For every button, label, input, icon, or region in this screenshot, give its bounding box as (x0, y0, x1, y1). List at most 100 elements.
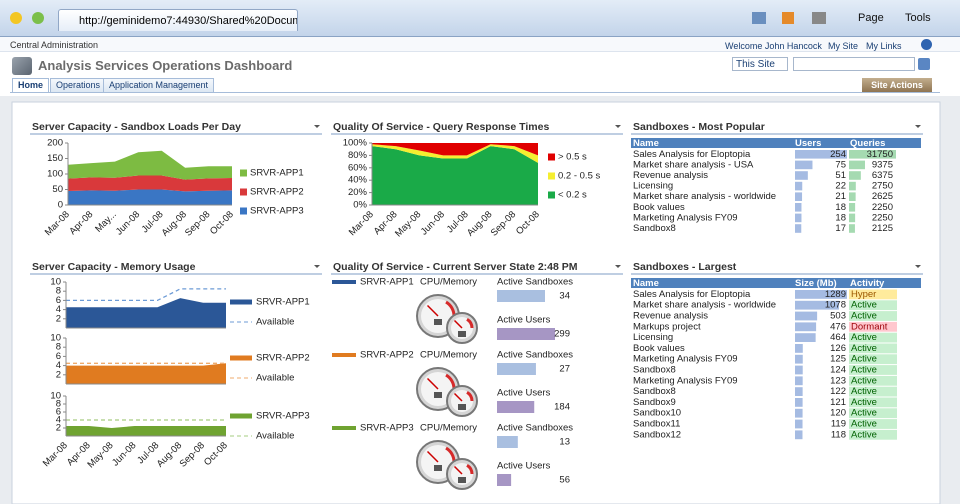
cell-status: Active (851, 375, 877, 386)
area (372, 144, 538, 163)
y-tick-label: 0% (353, 200, 367, 211)
welcome-menu[interactable]: Welcome John Hancock (725, 41, 822, 51)
data-bar (795, 376, 803, 386)
cell-name: Sales Analysis for Eloptopia (633, 149, 751, 160)
legend-swatch (240, 169, 247, 177)
data-bar (795, 333, 816, 342)
legend-swatch (230, 299, 252, 305)
status-cell (849, 386, 897, 397)
status-cell (849, 419, 897, 429)
gauge-needle (426, 304, 439, 317)
site-header: Central Administration Welcome John Hanc… (0, 37, 960, 97)
column-header: Activity (850, 278, 885, 289)
legend-label: SRVR-APP1 (250, 168, 304, 179)
data-bar (849, 150, 896, 159)
cell-name: Marketing Analysis FY09 (633, 375, 738, 386)
cell-name: Sandbox9 (633, 397, 676, 408)
site-link[interactable]: Central Administration (10, 40, 99, 50)
y-tick-label: 8 (56, 399, 61, 410)
status-cell (849, 397, 897, 408)
tools-menu[interactable]: Tools (905, 12, 931, 24)
cell-value: 503 (830, 311, 846, 322)
cell-value: 476 (830, 321, 846, 332)
cell-value: 2250 (872, 202, 893, 213)
cell-name: Book values (633, 202, 685, 213)
my-site-link[interactable]: My Site (828, 41, 859, 51)
y-tick-label: 50 (52, 184, 63, 195)
data-bar (795, 203, 802, 212)
favorites-icon[interactable] (10, 12, 22, 24)
data-bar (795, 365, 803, 375)
data-bar (849, 160, 865, 170)
sandboxes-value: 34 (559, 291, 570, 302)
panel-menu[interactable] (915, 125, 921, 128)
cell-name: Marketing Analysis FY09 (633, 354, 738, 365)
gauge-needle (453, 465, 463, 475)
legend-label: < 0.2 s (558, 190, 587, 201)
y-tick-label: 6 (56, 295, 61, 306)
tab[interactable]: Operations (50, 78, 107, 93)
page-menu[interactable]: Page (858, 12, 884, 24)
cell-value: 2750 (872, 181, 893, 192)
cell-value: 21 (835, 191, 846, 202)
cell-name: Licensing (633, 181, 673, 192)
cell-value: 6375 (872, 170, 893, 181)
users-value: 299 (554, 329, 570, 340)
panel-menu[interactable] (314, 265, 320, 268)
gauge-needle (453, 392, 463, 402)
my-links-menu[interactable]: My Links (866, 41, 902, 51)
data-bar (849, 203, 856, 212)
tab[interactable]: Home (12, 78, 50, 93)
y-tick-label: 4 (56, 304, 61, 315)
print-icon[interactable] (812, 12, 826, 24)
gauge-needle (453, 319, 463, 329)
y-tick-label: 8 (56, 342, 61, 353)
help-icon[interactable] (921, 39, 932, 50)
cell-value: 1289 (825, 289, 846, 300)
legend-swatch (548, 172, 555, 180)
data-bar (849, 171, 861, 180)
data-bar (849, 224, 855, 233)
cell-value: 123 (830, 375, 846, 386)
status-cell (849, 354, 897, 365)
cell-status: Active (851, 408, 877, 419)
panel-menu[interactable] (915, 265, 921, 268)
cell-name: Markups project (633, 321, 701, 332)
browser-tab[interactable]: http://geminidemo7:44930/Shared%20Docume… (58, 9, 298, 31)
panel-menu[interactable] (314, 125, 320, 128)
status-cell (849, 408, 897, 419)
add-favorites-icon[interactable] (32, 12, 44, 24)
top-bar (0, 37, 960, 52)
cell-status: Active (851, 300, 877, 311)
legend-label: 0.2 - 0.5 s (558, 171, 600, 182)
users-value: 56 (559, 475, 570, 486)
server-name: SRVR-APP1 (360, 277, 414, 288)
legend-swatch (332, 353, 356, 357)
dashboard: Server Capacity - Sandbox Loads Per Day 0… (0, 96, 960, 504)
legend-label: > 0.5 s (558, 152, 587, 163)
sandboxes-label: Active Sandboxes (497, 277, 573, 288)
home-icon[interactable] (752, 12, 766, 24)
legend-label: Available (256, 317, 294, 328)
panel-menu[interactable] (615, 265, 621, 268)
gauge-label: CPU/Memory (420, 350, 477, 361)
cell-value: 9375 (872, 159, 893, 170)
feeds-icon[interactable] (782, 12, 794, 24)
search-scope[interactable]: This Site (732, 57, 788, 71)
data-bar (497, 401, 535, 413)
search-button[interactable] (918, 58, 930, 70)
gauge-needle (426, 450, 439, 463)
y-tick-label: 4 (56, 360, 61, 371)
data-bar (497, 474, 512, 486)
site-actions[interactable]: Site Actions (862, 78, 932, 92)
cell-name: Sandbox8 (633, 365, 676, 376)
cell-name: Licensing (633, 332, 673, 343)
users-label: Active Users (497, 315, 551, 326)
legend-label: SRVR-APP1 (256, 297, 310, 308)
search-box[interactable] (793, 57, 915, 71)
data-bar (795, 408, 803, 418)
panel-menu[interactable] (615, 125, 621, 128)
legend-label: SRVR-APP2 (256, 353, 310, 364)
users-value: 184 (554, 402, 570, 413)
tab[interactable]: Application Management (103, 78, 215, 93)
